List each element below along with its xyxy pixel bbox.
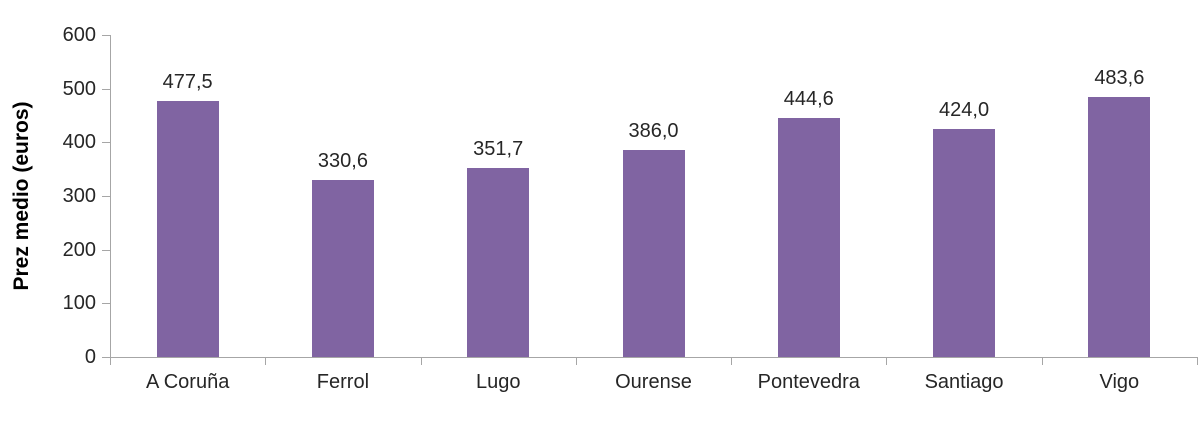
- x-tick-mark: [731, 357, 733, 365]
- bar-value-label: 477,5: [162, 70, 213, 93]
- y-axis-title: Prez medio (euros): [10, 101, 33, 291]
- x-tick-mark: [420, 357, 422, 365]
- y-tick-mark: [102, 249, 110, 251]
- bar-value-label: 351,7: [473, 138, 524, 161]
- y-tick-mark: [102, 357, 110, 358]
- x-category-label: Santiago: [924, 371, 1004, 393]
- y-tick-label: 400: [62, 131, 96, 154]
- y-tick-label: 600: [62, 24, 96, 46]
- y-tick-label: 300: [62, 185, 96, 207]
- bar-value-label: 444,6: [783, 88, 834, 111]
- bar: [156, 100, 219, 357]
- bar: [1088, 97, 1151, 357]
- x-tick-mark: [575, 357, 577, 365]
- bar-value-label: 424,0: [939, 99, 990, 122]
- x-axis-line: [110, 357, 1198, 358]
- x-category-label: Pontevedra: [757, 371, 860, 393]
- x-category-label: Lugo: [475, 371, 521, 393]
- bar-value-label: 386,0: [628, 119, 679, 142]
- y-tick-mark: [102, 303, 110, 305]
- y-axis-line: [110, 35, 111, 358]
- bar: [311, 179, 374, 357]
- x-tick-mark: [1041, 357, 1043, 365]
- bar-value-label: 330,6: [317, 149, 368, 172]
- bar-value-label: 483,6: [1094, 67, 1145, 90]
- x-tick-mark: [265, 357, 267, 365]
- y-tick-label: 500: [62, 77, 96, 100]
- x-category-label: A Coruña: [145, 371, 230, 393]
- bar: [467, 168, 530, 357]
- y-tick-label: 0: [84, 346, 96, 368]
- x-tick-mark: [886, 357, 888, 365]
- y-tick-label: 100: [62, 292, 96, 315]
- y-tick-mark: [102, 88, 110, 90]
- x-category-label: Ourense: [615, 371, 692, 393]
- bar: [933, 129, 996, 357]
- y-tick-mark: [102, 35, 110, 36]
- y-tick-label: 200: [62, 238, 96, 261]
- x-category-label: Ferrol: [316, 371, 370, 393]
- y-tick-mark: [102, 196, 110, 197]
- x-tick-mark: [110, 357, 111, 365]
- x-category-label: Vigo: [1099, 371, 1140, 393]
- bar: [777, 118, 840, 357]
- x-tick-mark: [1197, 357, 1198, 365]
- bar: [622, 149, 685, 357]
- y-tick-mark: [102, 142, 110, 144]
